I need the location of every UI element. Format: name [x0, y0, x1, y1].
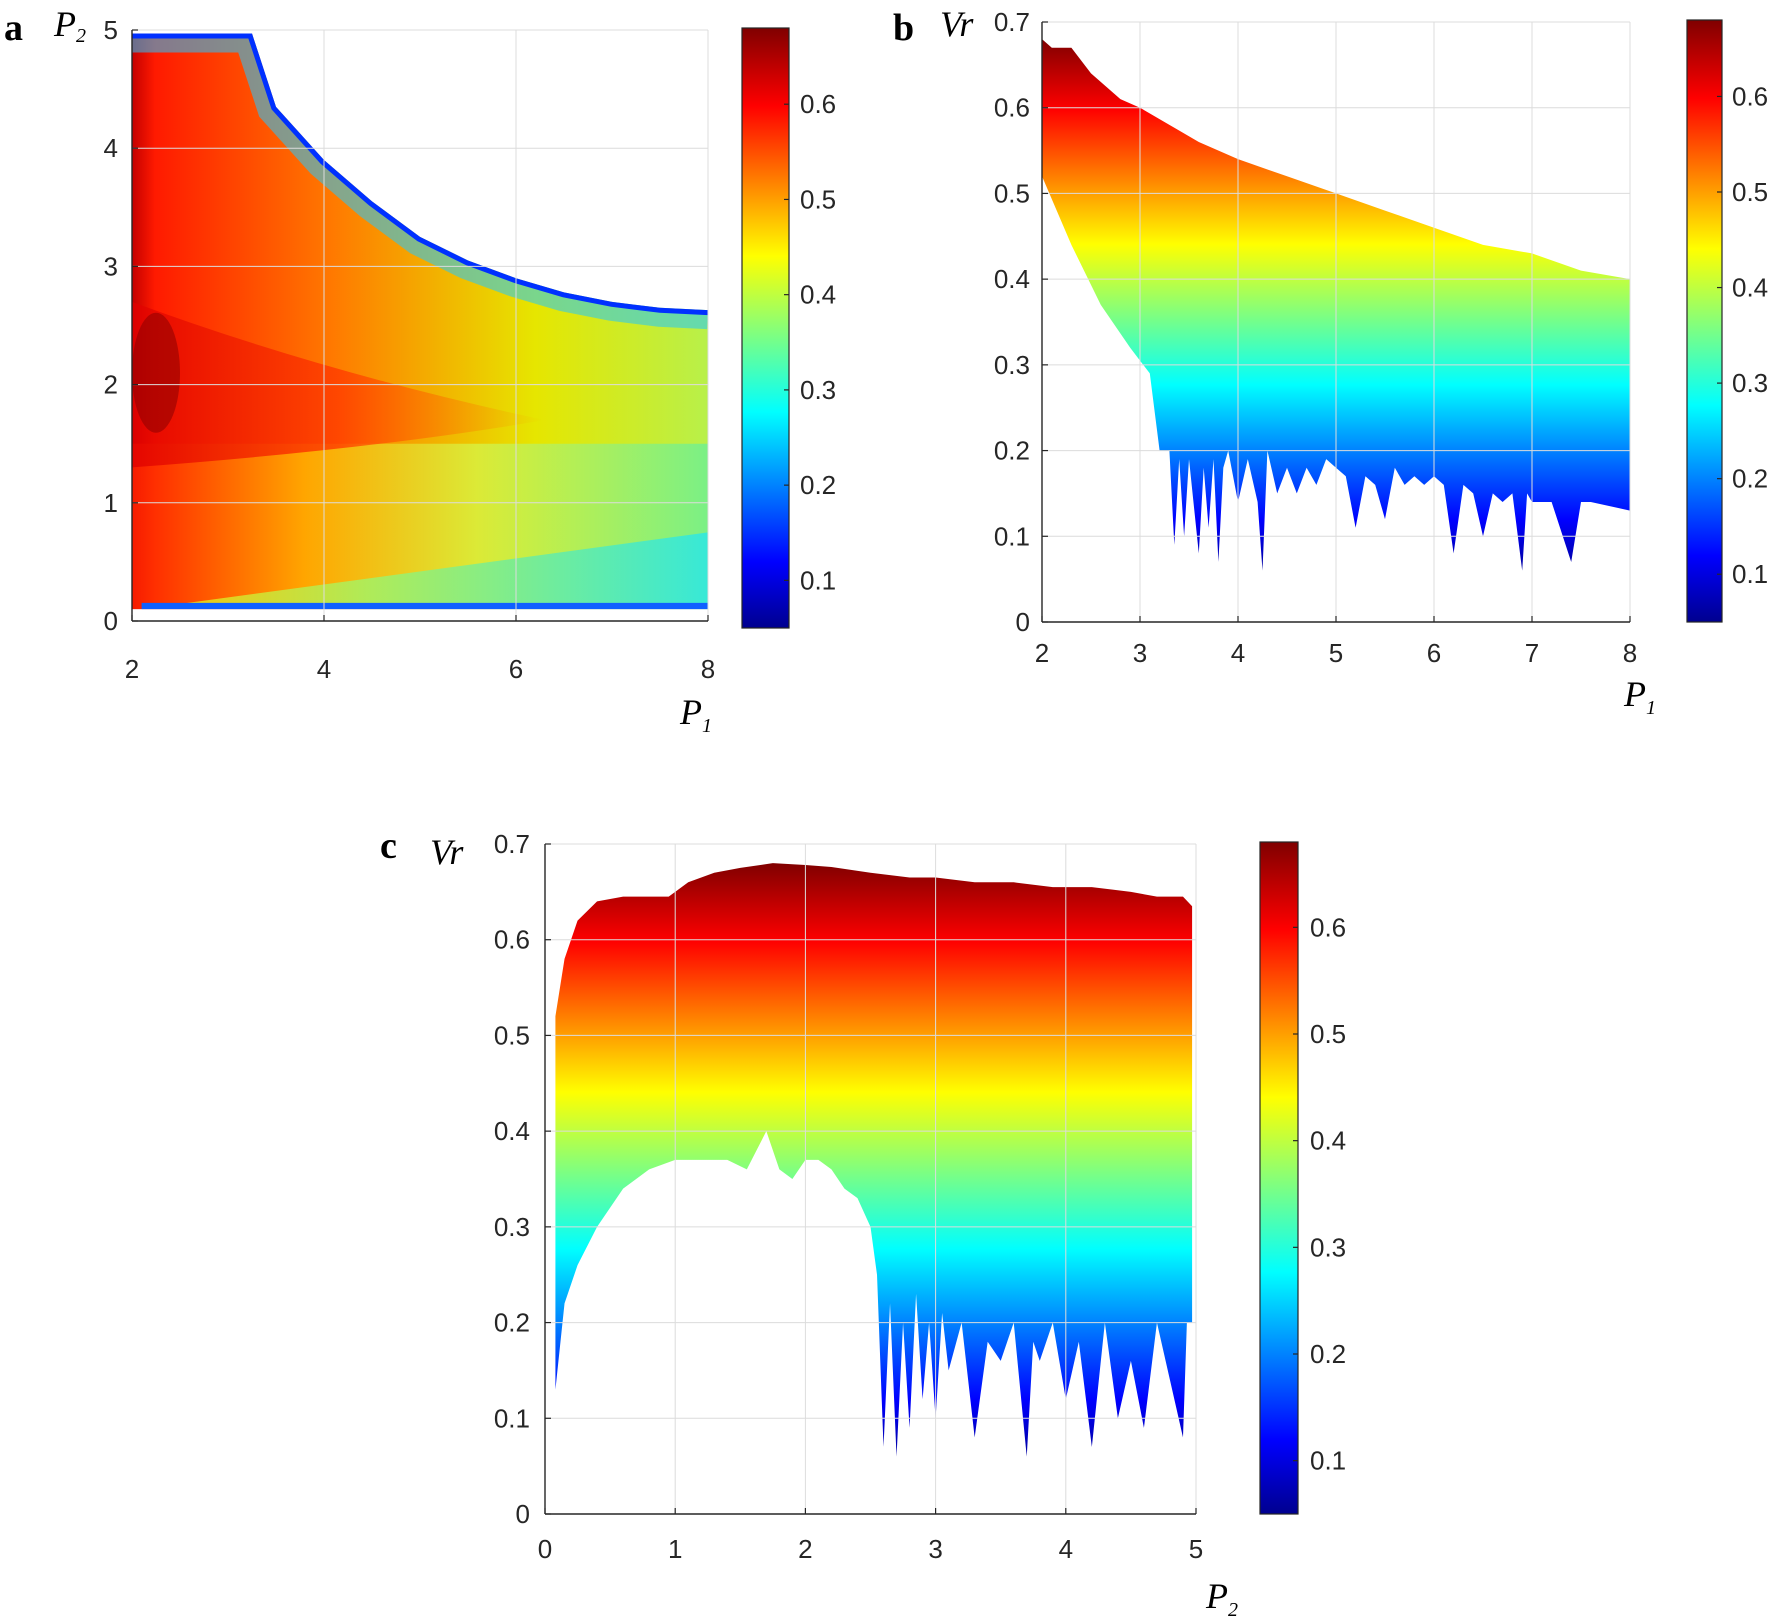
panel-a-colorbar-tick-label: 0.5 — [800, 184, 836, 214]
panel-c-y-tick-label: 0 — [516, 1499, 530, 1529]
panel-a-x-tick-label: 4 — [317, 654, 331, 684]
panel-c-colorbar-tick-label: 0.5 — [1310, 1019, 1346, 1049]
panel-label-b: b — [893, 7, 914, 49]
panel-c-x-tick-label: 4 — [1059, 1534, 1073, 1564]
panel-c-x-tick-label: 1 — [668, 1534, 682, 1564]
panel-c-y-tick-label: 0.7 — [494, 829, 530, 859]
panel-c-plot-area — [555, 863, 1193, 1457]
panel-b-x-tick-label: 8 — [1623, 638, 1637, 668]
panel-a-xlabel: P1 — [679, 692, 712, 737]
panel-b-x-tick-label: 4 — [1231, 638, 1245, 668]
panel-a-heatmap: a P2 P1 2 4 6 8 0 1 2 3 4 5 0.1 0.2 0.3 0.4 0.5 0.6 — [4, 4, 836, 737]
panel-a-axes: 2 4 6 8 0 1 2 3 4 5 — [104, 15, 716, 684]
panel-c-y-tick-label: 0.2 — [494, 1308, 530, 1338]
panel-b-y-tick-label: 0.4 — [994, 264, 1030, 294]
panel-a-x-tick-label: 8 — [701, 654, 715, 684]
panel-b-colorbar-bar — [1686, 19, 1723, 623]
panel-c-x-tick-label: 2 — [798, 1534, 812, 1564]
panel-c-colorbar-bar — [1259, 841, 1299, 1515]
panel-b-axes: 2 3 4 5 6 7 8 0 0.1 0.2 0.3 0.4 0.5 0.6 0.7 — [994, 7, 1637, 668]
panel-b-y-tick-label: 0.2 — [994, 436, 1030, 466]
panel-a-heatmap-image — [132, 33, 708, 610]
panel-b-ylabel: Vr — [940, 4, 974, 44]
panel-c-filled-area — [555, 863, 1193, 1457]
panel-a-colorbar: 0.1 0.2 0.3 0.4 0.5 0.6 — [741, 27, 836, 629]
panel-b-xlabel: P1 — [1623, 674, 1656, 719]
panel-c-colorbar: 0.1 0.2 0.3 0.4 0.5 0.6 — [1259, 841, 1346, 1515]
panel-b-y-tick-label: 0.6 — [994, 93, 1030, 123]
panel-c-y-tick-label: 0.5 — [494, 1020, 530, 1050]
panel-b-colorbar-tick-label: 0.5 — [1732, 177, 1768, 207]
panel-a-plot-area — [132, 33, 708, 610]
panel-b-colorbar: 0.1 0.2 0.3 0.4 0.5 0.6 — [1686, 19, 1768, 623]
panel-c-xlabel: P2 — [1205, 1576, 1238, 1621]
panel-c-area: c Vr P2 0 1 2 3 4 5 0 0.1 0.2 0.3 0.4 0.5 0.6 0.7 0.1… — [380, 825, 1346, 1621]
panel-a-y-tick-label: 2 — [104, 370, 118, 400]
panel-a-y-tick-label: 3 — [104, 251, 118, 281]
panel-b-x-tick-label: 2 — [1035, 638, 1049, 668]
panel-a-x-tick-label: 2 — [125, 654, 139, 684]
panel-b-x-tick-label: 3 — [1133, 638, 1147, 668]
panel-a-colorbar-bar — [741, 27, 790, 629]
panel-c-colorbar-tick-label: 0.4 — [1310, 1126, 1346, 1156]
panel-b-y-tick-label: 0.7 — [994, 7, 1030, 37]
panel-a-colorbar-tick-label: 0.1 — [800, 565, 836, 595]
panel-c-x-tick-label: 3 — [928, 1534, 942, 1564]
panel-a-heatmap-maximum — [132, 312, 180, 433]
panel-a-x-tick-label: 6 — [509, 654, 523, 684]
panel-a-colorbar-tick-label: 0.3 — [800, 375, 836, 405]
panel-label-a: a — [4, 7, 23, 49]
panel-a-colorbar-tick-label: 0.6 — [800, 89, 836, 119]
panel-b-y-tick-label: 0.3 — [994, 350, 1030, 380]
panel-b-colorbar-tick-label: 0.6 — [1732, 81, 1768, 111]
panel-a-colorbar-tick-label: 0.2 — [800, 470, 836, 500]
panel-a-heatmap-bottom-wedge — [141, 532, 708, 610]
panel-label-c: c — [380, 825, 397, 867]
panel-b-colorbar-tick-label: 0.1 — [1732, 559, 1768, 589]
panel-b-y-tick-label: 0 — [1016, 607, 1030, 637]
panel-b-colorbar-tick-label: 0.4 — [1732, 273, 1768, 303]
panel-b-y-tick-label: 0.1 — [994, 521, 1030, 551]
panel-a-heatmap-edge-blue — [132, 33, 708, 316]
panel-b-x-tick-label: 7 — [1525, 638, 1539, 668]
panel-c-colorbar-tick-label: 0.1 — [1310, 1446, 1346, 1476]
panel-b-x-tick-label: 6 — [1427, 638, 1441, 668]
panel-c-y-tick-label: 0.4 — [494, 1116, 530, 1146]
panel-c-y-tick-label: 0.6 — [494, 925, 530, 955]
panel-a-y-tick-label: 1 — [104, 488, 118, 518]
panel-c-x-tick-label: 0 — [538, 1534, 552, 1564]
panel-c-colorbar-tick-label: 0.2 — [1310, 1339, 1346, 1369]
panel-a-y-tick-label: 0 — [104, 606, 118, 636]
panel-b-x-tick-label: 5 — [1329, 638, 1343, 668]
panel-c-y-tick-label: 0.3 — [494, 1212, 530, 1242]
panel-b-colorbar-tick-label: 0.2 — [1732, 464, 1768, 494]
panel-c-x-tick-label: 5 — [1189, 1534, 1203, 1564]
panel-a-y-tick-label: 4 — [104, 133, 118, 163]
panel-c-colorbar-tick-label: 0.3 — [1310, 1232, 1346, 1262]
panel-b-y-tick-label: 0.5 — [994, 178, 1030, 208]
panel-b-colorbar-tick-label: 0.3 — [1732, 368, 1768, 398]
panel-c-axes: 0 1 2 3 4 5 0 0.1 0.2 0.3 0.4 0.5 0.6 0.7 — [494, 829, 1203, 1564]
panel-a-colorbar-tick-label: 0.4 — [800, 280, 836, 310]
panel-b-area: b Vr P1 2 3 4 5 6 7 8 0 0.1 0.2 0.3 0.4 0.5 0.6 0.7 0.… — [893, 4, 1768, 719]
panel-c-y-tick-label: 0.1 — [494, 1403, 530, 1433]
panel-c-ylabel: Vr — [430, 832, 464, 872]
panel-a-y-tick-label: 5 — [104, 15, 118, 45]
panel-a-ylabel: P2 — [53, 4, 86, 47]
panel-c-colorbar-tick-label: 0.6 — [1310, 912, 1346, 942]
